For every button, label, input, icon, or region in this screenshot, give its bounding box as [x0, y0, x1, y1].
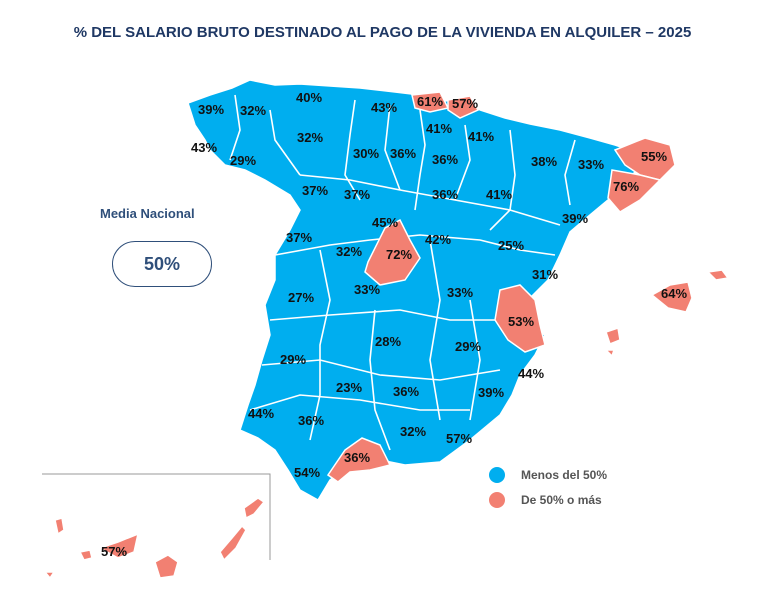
- province-label: 55%: [641, 149, 667, 164]
- province-label: 29%: [455, 339, 481, 354]
- mallorca-shape: [650, 281, 693, 313]
- province-label: 23%: [336, 380, 362, 395]
- media-nacional-label: Media Nacional: [100, 206, 195, 221]
- province-label: 57%: [446, 431, 472, 446]
- province-label: 44%: [248, 406, 274, 421]
- province-label: 42%: [425, 232, 451, 247]
- province-borders: [229, 94, 576, 451]
- gran-canaria-shape: [154, 554, 179, 579]
- tenerife-shape: [98, 532, 140, 559]
- province-label: 36%: [432, 152, 458, 167]
- province-label: 36%: [393, 384, 419, 399]
- media-nacional-value: 50%: [112, 241, 212, 287]
- province-label: 38%: [531, 154, 557, 169]
- province-label: 64%: [661, 286, 687, 301]
- province-label: 36%: [298, 413, 324, 428]
- province-label: 39%: [478, 385, 504, 400]
- province-label: 36%: [390, 146, 416, 161]
- province-label: 30%: [353, 146, 379, 161]
- legend-dot-red: [489, 492, 505, 508]
- province-label: 32%: [297, 130, 323, 145]
- province-label: 32%: [336, 244, 362, 259]
- province-malaga-shape: [326, 437, 392, 483]
- province-barcelona-shape: [607, 169, 662, 213]
- province-label: 43%: [371, 100, 397, 115]
- province-label: 28%: [375, 334, 401, 349]
- province-label: 76%: [613, 179, 639, 194]
- legend-label-below: Menos del 50%: [521, 468, 608, 482]
- province-label: 45%: [372, 215, 398, 230]
- province-label: 43%: [191, 140, 217, 155]
- province-label: 37%: [302, 183, 328, 198]
- province-label: 33%: [578, 157, 604, 172]
- province-label: 31%: [532, 267, 558, 282]
- el-hierro-shape: [43, 571, 56, 580]
- province-label: 37%: [286, 230, 312, 245]
- province-girona-shape: [613, 137, 676, 181]
- menorca-shape: [706, 269, 730, 281]
- province-label: 36%: [432, 187, 458, 202]
- province-cantabria-shape: [411, 91, 450, 113]
- la-palma-shape: [54, 517, 65, 536]
- province-label: 29%: [230, 153, 256, 168]
- province-label: 41%: [426, 121, 452, 136]
- legend-label-above: De 50% o más: [521, 493, 602, 507]
- province-label: 32%: [400, 424, 426, 439]
- province-label: 41%: [486, 187, 512, 202]
- province-label: 25%: [498, 238, 524, 253]
- province-label: 29%: [280, 352, 306, 367]
- province-label: 40%: [296, 90, 322, 105]
- legend-item-below: Menos del 50%: [489, 467, 607, 483]
- province-label: 53%: [508, 314, 534, 329]
- province-label: 41%: [468, 129, 494, 144]
- province-labels: 39% 32% 40% 43% 61% 57% 43% 41% 41% 29% …: [101, 90, 687, 559]
- province-label: 36%: [344, 450, 370, 465]
- lanzarote-shape: [243, 497, 266, 520]
- province-label: 39%: [562, 211, 588, 226]
- ibiza-shape: [605, 327, 621, 345]
- province-label: 39%: [198, 102, 224, 117]
- province-label: 32%: [240, 103, 266, 118]
- province-label: 27%: [288, 290, 314, 305]
- province-label: 37%: [344, 187, 370, 202]
- map-title: % DEL SALARIO BRUTO DESTINADO AL PAGO DE…: [73, 24, 692, 41]
- legend-dot-blue: [489, 467, 505, 483]
- province-label: 54%: [294, 465, 320, 480]
- province-label: 72%: [386, 247, 412, 262]
- province-label: 57%: [101, 544, 127, 559]
- province-valencia-shape: [494, 284, 546, 353]
- province-label: 57%: [452, 96, 478, 111]
- legend-item-above: De 50% o más: [489, 492, 602, 508]
- la-gomera-shape: [78, 549, 93, 561]
- province-label: 61%: [417, 94, 443, 109]
- province-gipuzkoa-shape: [447, 95, 480, 119]
- province-madrid-shape: [364, 218, 421, 286]
- province-label: 33%: [354, 282, 380, 297]
- canary-inset-frame: [42, 473, 271, 560]
- province-label: 44%: [518, 366, 544, 381]
- province-label: 33%: [447, 285, 473, 300]
- formentera-shape: [604, 349, 616, 358]
- fuerteventura-shape: [219, 524, 247, 562]
